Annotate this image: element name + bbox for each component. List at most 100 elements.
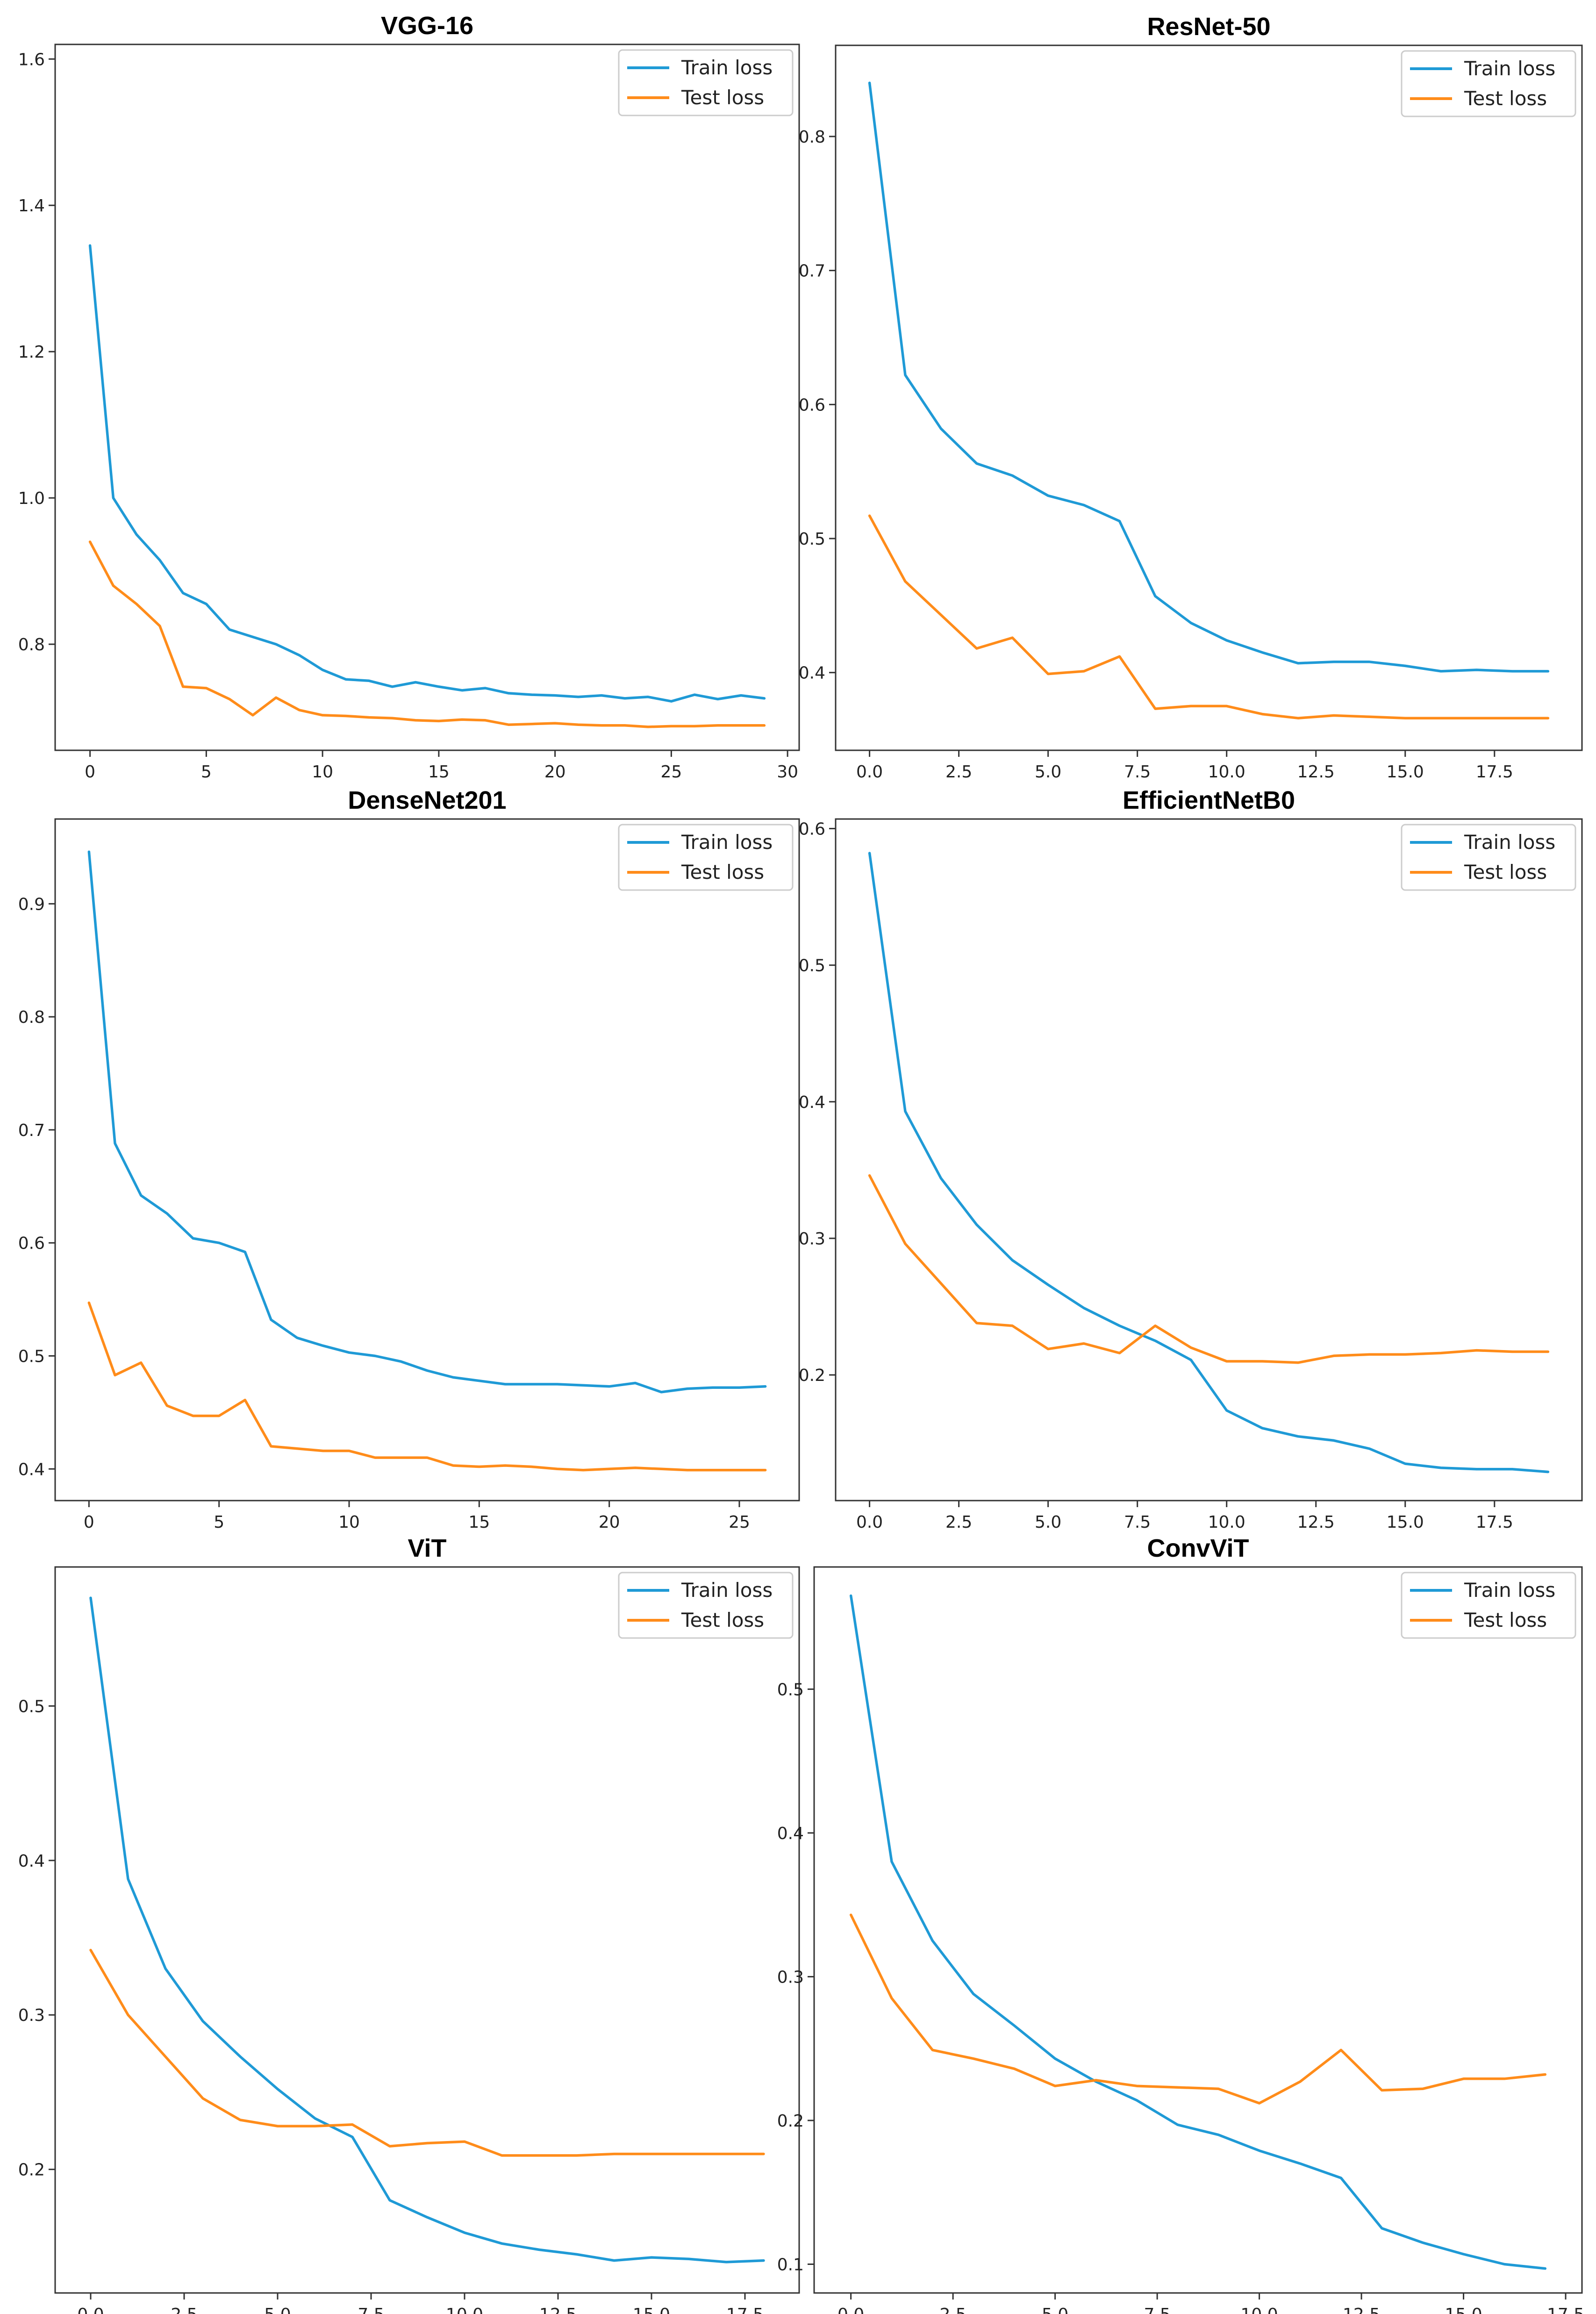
x-tick-label: 0.0 bbox=[77, 2305, 104, 2314]
y-tick-label: 0.4 bbox=[18, 1852, 45, 1871]
test-loss-line bbox=[849, 1913, 1547, 2105]
y-tick-label: 0.3 bbox=[777, 1968, 804, 1987]
x-tick-label: 2.5 bbox=[171, 2305, 197, 2314]
y-tick-label: 0.8 bbox=[18, 635, 45, 654]
x-tick-label: 15.0 bbox=[633, 2305, 670, 2314]
y-tick-label: 0.9 bbox=[18, 895, 45, 914]
chart-panel-3: EfficientNetB0 0.0 2.5 5.0 7.5 10.0 12.5 15.0 17… bbox=[799, 786, 1583, 1532]
x-tick-label: 15 bbox=[428, 762, 450, 782]
x-tick-label: 7.5 bbox=[1144, 2305, 1170, 2314]
y-tick-label: 0.6 bbox=[799, 395, 825, 415]
x-tick-label: 15.0 bbox=[1387, 762, 1424, 782]
legend: Train loss Test loss bbox=[618, 1572, 794, 1639]
x-tick-label: 10.0 bbox=[446, 2305, 483, 2314]
plot-frame bbox=[54, 43, 800, 751]
legend: Train loss Test loss bbox=[1401, 824, 1576, 891]
legend-label: Test loss bbox=[681, 861, 764, 884]
x-tick-label: 17.5 bbox=[1476, 1513, 1513, 1532]
y-tick-label: 0.4 bbox=[18, 1460, 45, 1479]
train-loss-line bbox=[88, 244, 766, 703]
y-tick-label: 0.2 bbox=[799, 1366, 825, 1385]
y-tick-label: 0.5 bbox=[777, 1680, 804, 1699]
x-tick-label: 0.0 bbox=[856, 762, 883, 782]
legend-label: Train loss bbox=[1464, 57, 1555, 80]
y-tick-label: 0.3 bbox=[18, 2006, 45, 2025]
x-tick-label: 5.0 bbox=[1035, 1513, 1061, 1532]
y-tick-label: 0.5 bbox=[18, 1347, 45, 1366]
x-tick-label: 5.0 bbox=[1035, 762, 1061, 782]
y-tick-label: 1.4 bbox=[18, 196, 45, 216]
x-tick-label: 5.0 bbox=[264, 2305, 291, 2314]
x-tick-label: 5 bbox=[214, 1513, 224, 1532]
chart-title: DenseNet201 bbox=[348, 786, 506, 814]
chart-title: EfficientNetB0 bbox=[1123, 786, 1295, 814]
y-tick-label: 1.6 bbox=[18, 50, 45, 69]
chart-panel-5: ConvViT 0.0 2.5 5.0 7.5 10.0 12.5 15.0 17.5 0.1 0.… bbox=[777, 1534, 1584, 2314]
x-tick-label: 7.5 bbox=[1124, 1513, 1151, 1532]
x-tick-label: 30 bbox=[777, 762, 798, 782]
x-tick-label: 17.5 bbox=[726, 2305, 764, 2314]
y-tick-label: 0.8 bbox=[18, 1008, 45, 1027]
x-tick-label: 25 bbox=[729, 1513, 750, 1532]
legend: Train loss Test loss bbox=[618, 49, 794, 116]
y-tick-label: 0.2 bbox=[18, 2161, 45, 2180]
x-tick-label: 0 bbox=[85, 762, 95, 782]
y-tick-label: 0.1 bbox=[777, 2255, 804, 2274]
chart-panel-1: ResNet-50 0.0 2.5 5.0 7.5 10.0 12.5 15.0 17.5 0.4… bbox=[799, 13, 1583, 782]
train-loss-line bbox=[849, 1594, 1547, 2270]
chart-title: ViT bbox=[408, 1534, 446, 1562]
x-tick-label: 10.0 bbox=[1208, 762, 1245, 782]
x-tick-label: 17.5 bbox=[1547, 2305, 1584, 2314]
test-loss-line bbox=[88, 540, 766, 728]
x-tick-label: 10.0 bbox=[1241, 2305, 1278, 2314]
x-tick-label: 10.0 bbox=[1208, 1513, 1245, 1532]
test-loss-line bbox=[87, 1301, 767, 1472]
y-tick-label: 0.6 bbox=[799, 819, 825, 839]
y-tick-label: 0.6 bbox=[18, 1234, 45, 1253]
plot-frame bbox=[813, 1566, 1583, 2294]
x-tick-label: 7.5 bbox=[1124, 762, 1151, 782]
y-tick-label: 0.2 bbox=[777, 2112, 804, 2131]
plot-frame bbox=[54, 1566, 800, 2294]
legend-label: Test loss bbox=[1464, 861, 1547, 884]
y-tick-label: 1.0 bbox=[18, 489, 45, 508]
y-tick-label: 0.5 bbox=[799, 956, 825, 976]
train-loss-line bbox=[868, 81, 1550, 673]
x-tick-label: 12.5 bbox=[1297, 762, 1335, 782]
legend-label: Test loss bbox=[1464, 1609, 1547, 1631]
legend-label: Train loss bbox=[1464, 1579, 1555, 1602]
train-loss-line bbox=[87, 850, 767, 1394]
y-tick-label: 0.8 bbox=[799, 128, 825, 147]
train-loss-line bbox=[868, 852, 1550, 1473]
x-tick-label: 15 bbox=[468, 1513, 490, 1532]
test-loss-line bbox=[868, 514, 1550, 719]
x-tick-label: 0 bbox=[84, 1513, 94, 1532]
legend-label: Train loss bbox=[1464, 831, 1555, 854]
y-tick-label: 0.4 bbox=[799, 664, 825, 683]
x-tick-label: 10 bbox=[312, 762, 333, 782]
legend: Train loss Test loss bbox=[1401, 1572, 1576, 1639]
legend-label: Train loss bbox=[681, 831, 773, 854]
legend-label: Test loss bbox=[681, 1609, 764, 1631]
test-loss-line bbox=[868, 1174, 1550, 1364]
legend-label: Test loss bbox=[681, 86, 764, 109]
y-tick-label: 0.4 bbox=[777, 1824, 804, 1843]
x-tick-label: 12.5 bbox=[539, 2305, 577, 2314]
x-tick-label: 20 bbox=[599, 1513, 620, 1532]
x-tick-label: 2.5 bbox=[940, 2305, 966, 2314]
legend-label: Test loss bbox=[1464, 87, 1547, 110]
x-tick-label: 15.0 bbox=[1387, 1513, 1424, 1532]
chart-panel-2: DenseNet201 0 5 10 15 20 25 0.4 0.5 0.6 0.7 0.8 0.9 T… bbox=[18, 786, 800, 1532]
x-tick-label: 0.0 bbox=[856, 1513, 883, 1532]
chart-title: ResNet-50 bbox=[1147, 13, 1270, 41]
test-loss-line bbox=[89, 1948, 765, 2157]
x-tick-label: 12.5 bbox=[1343, 2305, 1380, 2314]
chart-title: ConvViT bbox=[1147, 1534, 1249, 1562]
y-tick-label: 0.5 bbox=[799, 530, 825, 549]
x-tick-label: 5 bbox=[201, 762, 212, 782]
y-tick-label: 0.4 bbox=[799, 1093, 825, 1112]
x-tick-label: 12.5 bbox=[1297, 1513, 1335, 1532]
x-tick-label: 15.0 bbox=[1445, 2305, 1482, 2314]
y-tick-label: 0.7 bbox=[18, 1121, 45, 1140]
